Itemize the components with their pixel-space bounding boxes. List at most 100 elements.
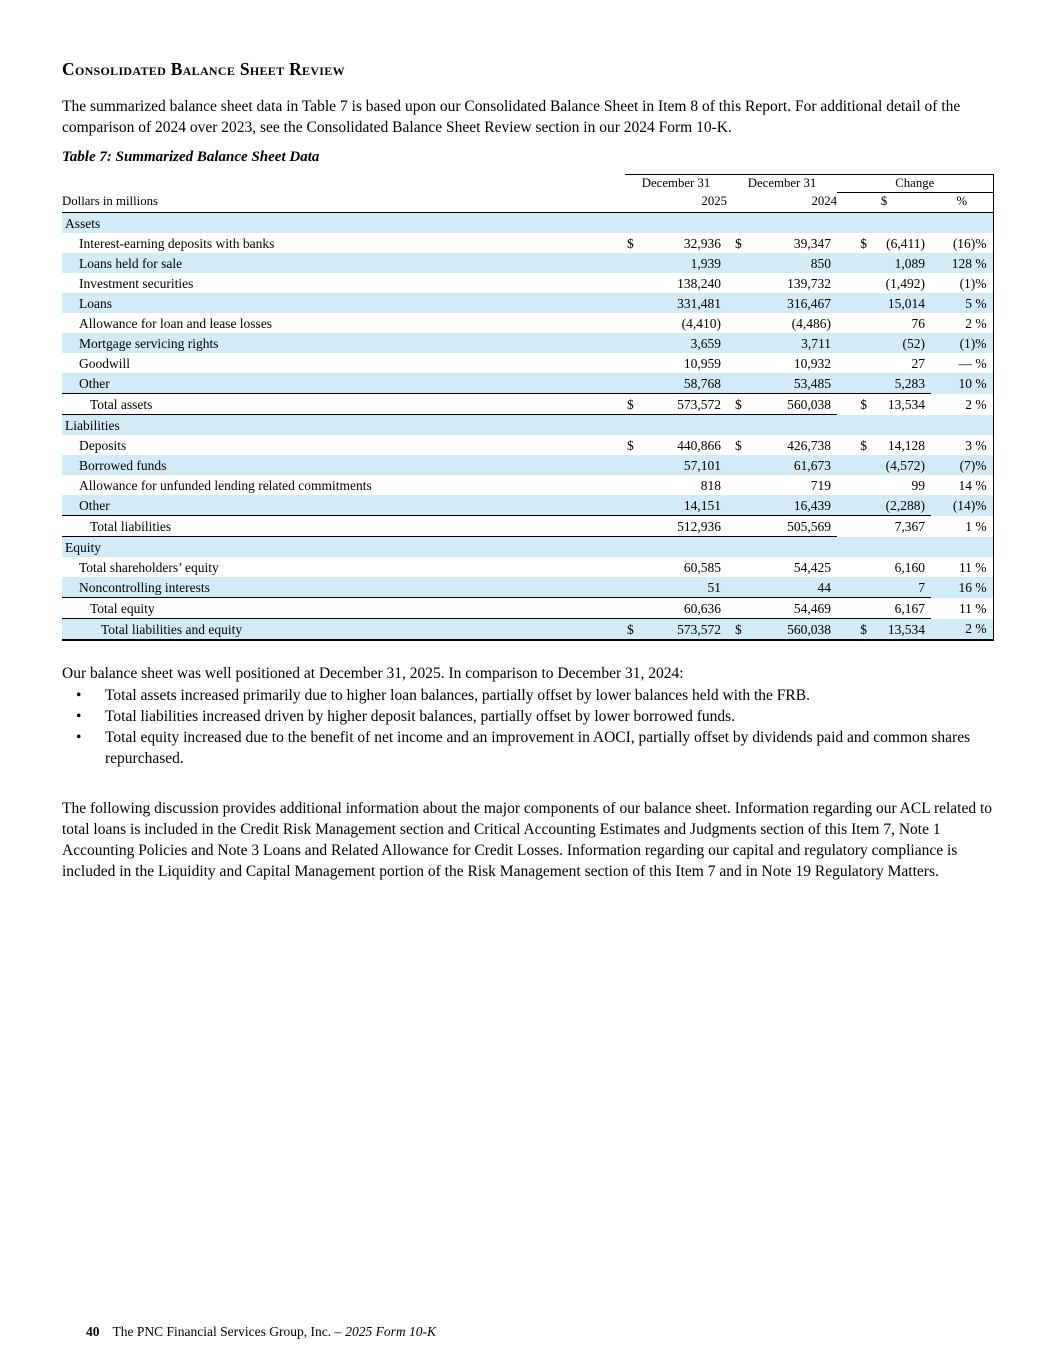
value-2025: 331,481 [677, 295, 722, 311]
change-dollar-value: (6,411) [886, 235, 926, 251]
row-label: Other [62, 373, 625, 394]
footer-company: The PNC Financial Services Group, Inc. – [112, 1324, 342, 1339]
value-2024: (4,486) [791, 315, 832, 331]
value-2025: 573,572 [643, 393, 728, 415]
value-2025: 10,959 [683, 355, 722, 371]
currency-sign-2024: $ [727, 393, 754, 415]
value-2025: 573,572 [643, 618, 728, 641]
change-dollar-value: 6,167 [871, 597, 932, 619]
table-header-year-row: Dollars in millions 2025 2024 $ % [62, 192, 994, 213]
table-row: Investment securities 138,240 139,732 (1,49… [62, 273, 994, 293]
value-2025: 3,659 [690, 335, 722, 351]
currency-sign-change [837, 475, 871, 495]
currency-sign-2024 [727, 577, 754, 598]
currency-sign-2024 [727, 253, 753, 273]
currency-sign-change: $ [860, 396, 868, 412]
value-2024: 505,569 [753, 515, 838, 537]
value-2024: 53,485 [753, 373, 838, 394]
header-change: Change [837, 174, 994, 193]
table-row: Goodwill 10,959 10,932 27 — % [62, 353, 994, 373]
header-year-2025: 2025 [625, 192, 728, 213]
table-header-period-row: December 31 December 31 Change [62, 174, 994, 193]
currency-sign-change: $ [837, 618, 872, 641]
currency-sign-2024 [727, 293, 753, 313]
intro-paragraph: The summarized balance sheet data in Tab… [62, 98, 961, 136]
row-label: Goodwill [79, 355, 131, 371]
row-label: Total liabilities and equity [62, 618, 625, 641]
change-percent-value: 2 % [931, 618, 994, 641]
row-label: Allowance for loan and lease losses [79, 315, 273, 331]
change-percent-value: 2 % [931, 393, 994, 415]
row-label: Deposits [79, 437, 127, 453]
currency-sign-change [837, 516, 871, 537]
table-row: Other 58,768 53,485 5,283 10 % [62, 373, 994, 394]
currency-sign-change [837, 577, 872, 598]
currency-sign-change: $ [860, 235, 868, 251]
value-2025: 51 [643, 577, 728, 598]
change-percent-value: — % [931, 353, 994, 373]
currency-sign-2025: $ [625, 393, 643, 415]
currency-sign-2024 [727, 557, 753, 577]
header-change-dollar: $ [837, 192, 932, 213]
currency-sign-change [837, 293, 871, 313]
change-percent-value: (14)% [931, 495, 994, 516]
page-number: 40 [86, 1324, 100, 1339]
table-row: Allowance for loan and lease losses (4,41… [62, 313, 994, 333]
change-percent-value: (1)% [931, 333, 994, 353]
value-2025: (4,410) [681, 315, 722, 331]
header-period-2025: December 31 [625, 174, 728, 193]
currency-sign-2025 [625, 515, 643, 537]
change-dollar-value: 27 [911, 355, 926, 371]
currency-sign-2025 [625, 293, 643, 313]
row-label: Other [62, 495, 625, 516]
change-dollar-value: 15,014 [887, 295, 926, 311]
change-percent-value: 16 % [931, 577, 994, 598]
change-dollar-value: 14,128 [887, 437, 926, 453]
currency-sign-2025: $ [627, 235, 634, 251]
currency-sign-2024: $ [735, 235, 742, 251]
table-row: Other 14,151 16,439 (2,288) (14)% [62, 495, 994, 516]
value-2025: 512,936 [643, 515, 728, 537]
change-percent-value: (16)% [931, 233, 994, 253]
row-label: Total shareholders’ equity [79, 559, 219, 575]
table-row: Loans 331,481 316,467 15,014 5 % [62, 293, 994, 313]
currency-sign-2025: $ [627, 437, 634, 453]
table-row: Noncontrolling interests 51 44 7 16 % [62, 577, 994, 598]
currency-sign-change [837, 353, 871, 373]
section-label: Liabilities [62, 414, 994, 435]
row-label: Investment securities [79, 275, 194, 291]
change-percent-value: 10 % [931, 373, 994, 394]
table-row: Interest-earning deposits with banks $32,… [62, 233, 994, 253]
change-percent-value: 11 % [931, 597, 994, 619]
currency-sign-2024 [727, 597, 754, 619]
currency-sign-2025 [625, 333, 643, 353]
currency-sign-2024 [727, 353, 753, 373]
row-label: Total equity [62, 597, 625, 619]
value-2025: 1,939 [690, 255, 722, 271]
currency-sign-change [837, 253, 871, 273]
value-2025: 440,866 [677, 437, 722, 453]
change-percent-value: 2 % [931, 313, 994, 333]
balance-sheet-table-body: Assets Interest-earning deposits with ban… [62, 212, 994, 641]
change-percent-value: 128 % [931, 253, 994, 273]
currency-sign-2024 [727, 333, 753, 353]
value-2025: 32,936 [683, 235, 722, 251]
commentary-intro: Our balance sheet was well positioned at… [62, 665, 684, 682]
currency-sign-2025 [625, 313, 643, 333]
change-dollar-value: 13,534 [871, 618, 932, 641]
change-percent-value: (7)% [931, 455, 994, 475]
change-dollar-value: 99 [911, 477, 926, 493]
value-2025: 138,240 [677, 275, 722, 291]
value-2024: 316,467 [787, 295, 832, 311]
closing-paragraph: The following discussion provides additi… [62, 800, 993, 880]
table-row: Deposits $440,866 $426,738 $14,128 3 % [62, 435, 994, 455]
currency-sign-change [837, 373, 872, 394]
row-label: Interest-earning deposits with banks [79, 235, 275, 251]
value-2024: 426,738 [787, 437, 832, 453]
section-heading: Consolidated Balance Sheet Review [62, 59, 345, 79]
commentary-bullet: Total equity increased due to the benefi… [62, 727, 993, 769]
currency-sign-2024 [727, 515, 754, 537]
section-row: Equity [62, 536, 994, 557]
change-dollar-value: 13,534 [887, 396, 926, 412]
